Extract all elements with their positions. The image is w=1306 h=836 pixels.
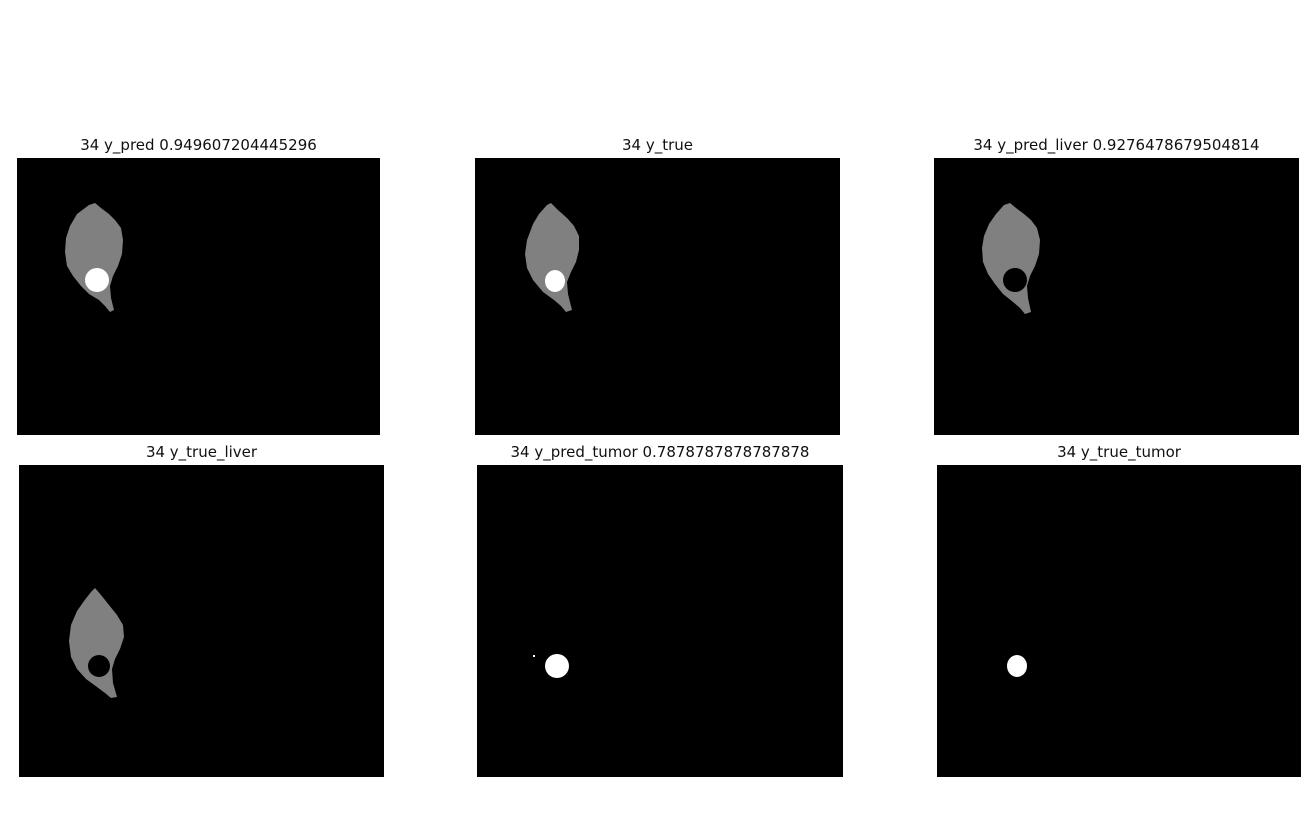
liver-mask xyxy=(982,203,1040,314)
panel-title: 34 y_pred_tumor 0.7878787878787878 xyxy=(510,443,810,461)
panel-y-true-tumor: 34 y_true_tumor xyxy=(937,440,1301,777)
liver-mask xyxy=(65,203,123,312)
tumor-mask xyxy=(545,270,565,292)
panel-title: 34 y_true_liver xyxy=(145,443,258,461)
panel-y-pred: 34 y_pred 0.949607204445296 xyxy=(17,133,380,435)
segmentation-image xyxy=(937,465,1301,777)
tumor-hole xyxy=(1003,268,1027,292)
tumor-speck xyxy=(533,655,535,657)
tumor-mask xyxy=(545,654,569,678)
panel-title: 34 y_true_tumor xyxy=(1057,443,1181,461)
segmentation-image xyxy=(17,158,380,435)
liver-mask xyxy=(69,588,124,698)
tumor-mask xyxy=(1007,655,1027,677)
panel-y-pred-tumor: 34 y_pred_tumor 0.7878787878787878 xyxy=(477,440,843,777)
tumor-hole xyxy=(88,655,110,677)
panel-title: 34 y_pred 0.949607204445296 xyxy=(80,136,317,154)
panel-y-pred-liver: 34 y_pred_liver 0.9276478679504814 xyxy=(934,133,1299,435)
tumor-mask xyxy=(85,268,109,292)
segmentation-image xyxy=(475,158,840,435)
segmentation-image xyxy=(934,158,1299,435)
segmentation-image xyxy=(19,465,384,777)
panel-title: 34 y_true xyxy=(621,136,693,154)
liver-mask xyxy=(525,203,579,312)
panel-title: 34 y_pred_liver 0.9276478679504814 xyxy=(973,136,1260,154)
panel-y-true-liver: 34 y_true_liver xyxy=(19,440,384,777)
panel-y-true: 34 y_true xyxy=(475,133,840,435)
segmentation-image xyxy=(477,465,843,777)
